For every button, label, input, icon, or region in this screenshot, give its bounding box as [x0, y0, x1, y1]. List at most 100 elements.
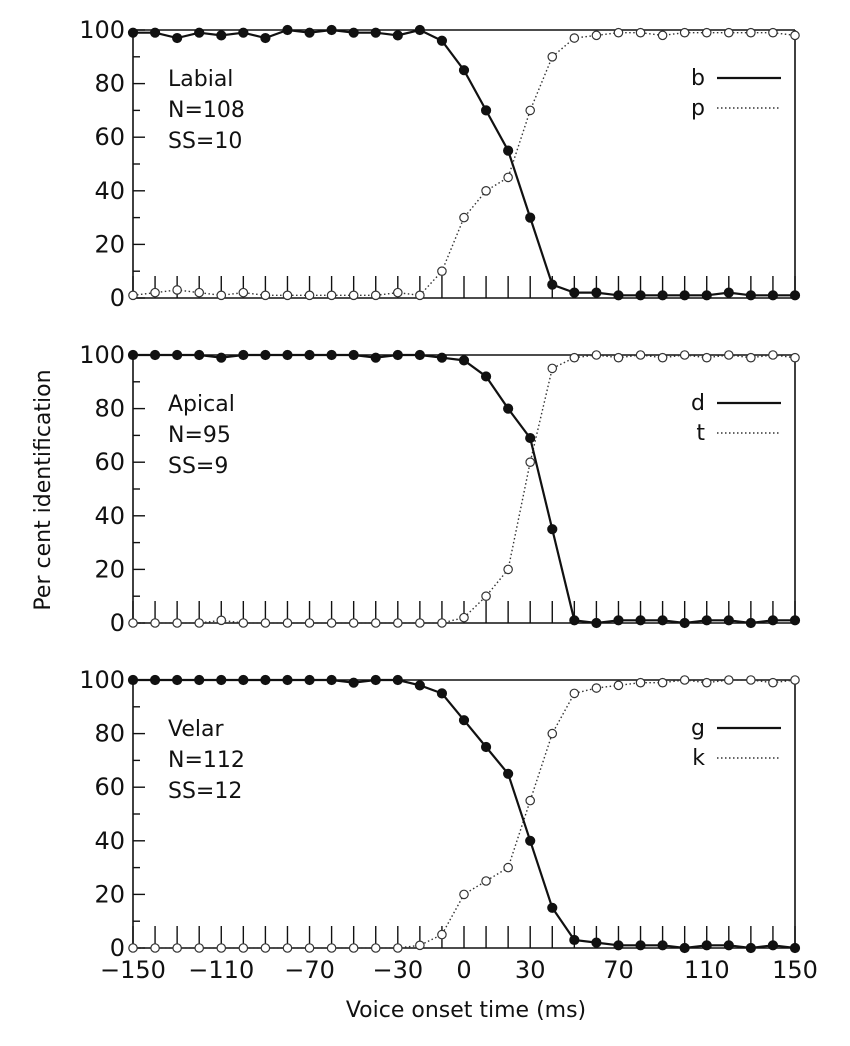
y-tick-label: 80	[94, 720, 125, 748]
panel-label-line: Labial	[168, 67, 233, 92]
data-point-b	[370, 27, 381, 38]
x-tick-label: −110	[188, 956, 254, 984]
data-point-d	[591, 617, 602, 629]
data-point-t	[415, 618, 425, 628]
legend-label-solid: b	[691, 66, 705, 91]
data-point-b	[127, 27, 139, 38]
data-point-d	[503, 403, 514, 414]
data-point-d	[613, 615, 624, 626]
data-point-p	[613, 27, 624, 38]
data-point-k	[503, 862, 513, 873]
data-point-d	[701, 615, 712, 626]
data-point-g	[657, 940, 668, 951]
data-point-g	[767, 940, 779, 951]
data-point-b	[216, 30, 227, 41]
data-point-b	[525, 212, 536, 223]
y-tick-label: 100	[79, 341, 125, 369]
data-point-k	[591, 683, 602, 693]
panel-label-line: Velar	[168, 717, 224, 742]
data-point-k	[304, 943, 315, 953]
data-point-k	[172, 943, 182, 953]
data-point-d	[480, 371, 492, 382]
data-point-d	[458, 355, 470, 366]
data-point-b	[260, 32, 271, 44]
data-point-p	[657, 30, 668, 41]
data-point-g	[480, 741, 492, 753]
y-tick-label: 0	[110, 609, 125, 637]
data-point-t	[326, 618, 337, 628]
data-point-b	[701, 290, 712, 301]
y-tick-label: 0	[110, 934, 125, 962]
data-point-p	[304, 290, 315, 301]
x-tick-label: 70	[603, 956, 634, 984]
data-point-g	[547, 902, 558, 913]
data-point-t	[128, 618, 138, 628]
legend-label-solid: d	[691, 391, 705, 416]
data-point-b	[547, 279, 558, 290]
data-point-g	[745, 942, 756, 954]
data-point-d	[392, 349, 403, 361]
data-point-b	[789, 290, 801, 301]
data-point-k	[326, 943, 337, 953]
data-point-d	[789, 615, 801, 626]
data-point-p	[415, 290, 425, 301]
data-point-b	[172, 32, 183, 44]
y-tick-label: 60	[94, 123, 125, 151]
data-point-k	[459, 889, 469, 900]
data-point-d	[282, 349, 293, 361]
data-point-g	[216, 674, 227, 686]
data-point-b	[569, 287, 580, 298]
x-tick-label: 110	[684, 956, 730, 984]
data-point-t	[525, 457, 535, 467]
data-point-g	[172, 674, 183, 686]
data-point-k	[569, 688, 580, 699]
data-point-d	[172, 349, 183, 361]
x-tick-label: 0	[456, 956, 471, 984]
data-point-b	[238, 27, 249, 38]
data-point-k	[790, 675, 800, 685]
data-point-g	[194, 674, 205, 686]
data-point-g	[238, 674, 249, 686]
data-point-d	[414, 349, 425, 361]
y-tick-label: 60	[94, 773, 125, 801]
data-point-t	[172, 618, 182, 628]
panel-label-line: N=112	[168, 748, 245, 773]
data-point-b	[723, 287, 734, 298]
data-point-g	[414, 680, 425, 691]
data-point-k	[194, 943, 204, 953]
data-point-t	[459, 612, 469, 623]
data-point-t	[613, 352, 624, 363]
y-tick-label: 20	[94, 230, 125, 258]
y-tick-label: 40	[94, 177, 125, 205]
data-point-p	[635, 27, 646, 38]
data-point-p	[392, 287, 403, 298]
y-tick-label: 100	[79, 666, 125, 694]
data-point-d	[370, 352, 381, 363]
data-point-t	[657, 352, 668, 363]
data-point-t	[260, 618, 271, 628]
data-point-d	[767, 615, 779, 626]
panel-1: 0 20 40 60 80 100 Labial N=108 SS=10 bp	[79, 16, 801, 312]
data-point-t	[348, 618, 359, 628]
data-point-g	[370, 674, 381, 686]
data-point-b	[591, 287, 602, 298]
data-point-t	[216, 615, 227, 626]
x-axis-title: Voice onset time (ms)	[346, 998, 586, 1023]
data-point-d	[238, 349, 249, 361]
data-point-g	[679, 942, 690, 954]
data-point-t	[569, 352, 580, 363]
y-tick-label: 100	[79, 16, 125, 44]
data-point-t	[547, 363, 558, 374]
x-tick-label: −150	[100, 956, 166, 984]
data-point-p	[172, 285, 182, 295]
panel-label-line: N=95	[168, 423, 231, 448]
data-point-b	[304, 27, 315, 38]
legend-label-dotted: t	[696, 421, 705, 446]
data-point-p	[503, 172, 513, 183]
x-tick-label: −70	[284, 956, 335, 984]
data-point-t	[481, 591, 491, 601]
data-point-b	[613, 290, 624, 301]
data-point-b	[414, 24, 425, 36]
data-point-p	[348, 290, 359, 301]
data-point-p	[260, 290, 271, 301]
